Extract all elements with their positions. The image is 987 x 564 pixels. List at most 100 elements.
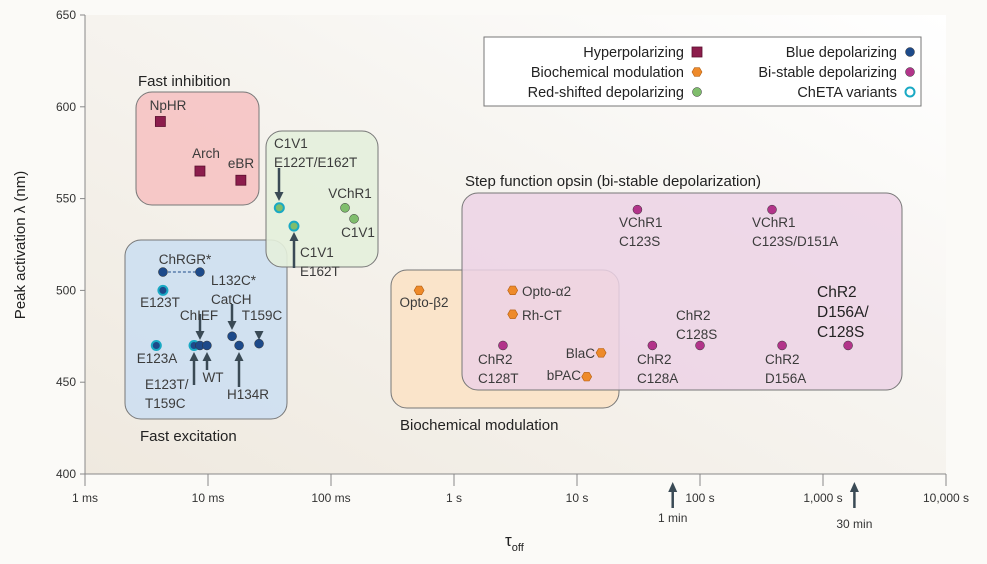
point-label: H134R [227, 387, 269, 402]
point-label: BlaC [566, 346, 596, 361]
region-label: Fast inhibition [138, 73, 231, 90]
data-point-bpac [581, 372, 593, 382]
legend-label: Bi-stable depolarizing [758, 65, 897, 81]
point-label: VChR1 [619, 215, 663, 230]
annotation-arrow-head [189, 352, 199, 361]
point-label: VChR1 [752, 215, 796, 230]
region-label: Step function opsin (bi-stable depolariz… [465, 173, 761, 190]
data-point-t159c [254, 338, 264, 349]
legend-box [483, 36, 922, 107]
y-tick-label: 550 [56, 192, 76, 206]
point-label: E123T [140, 295, 180, 310]
point-label: E122T/E162T [274, 155, 357, 170]
point-label: C123S [619, 234, 660, 249]
legend-marker-bistable [905, 67, 915, 77]
x-tick-label: 1,000 s [803, 491, 842, 505]
point-label: Arch [192, 146, 220, 161]
point-label: E162T [300, 264, 340, 279]
region-label: Fast excitation [140, 428, 237, 445]
x-axis-label-main: τ [505, 531, 512, 550]
data-point-e123t [157, 284, 169, 296]
point-label: C128T [478, 371, 519, 386]
legend-label: Blue depolarizing [786, 45, 897, 61]
point-label: C1V1 [341, 225, 375, 240]
x-tick-label: 1 ms [72, 491, 98, 505]
data-point-vchr1-c123s [632, 204, 643, 215]
time-marker-arrow-head [849, 482, 859, 492]
data-point-e123a [150, 339, 162, 351]
legend-label: ChETA variants [797, 85, 897, 101]
time-marker-label: 1 min [658, 511, 687, 525]
point-label: L132C* [211, 273, 257, 288]
data-point-chrgr- [158, 267, 168, 277]
data-point-vchr1-c123s-d151a [767, 204, 777, 215]
point-label: C128A [637, 371, 678, 386]
data-point-chrgr-end [195, 267, 205, 277]
point-label: C123S/D151A [752, 234, 838, 249]
point-label: E123T/ [145, 377, 189, 392]
x-axis-label-sub: off [512, 542, 525, 554]
region-label: Biochemical modulation [400, 417, 558, 434]
point-label: E123A [137, 351, 178, 366]
data-point-c1v1 [349, 214, 359, 224]
region-box-3 [124, 239, 288, 420]
legend-label: Red-shifted depolarizing [528, 85, 684, 101]
time-marker-label: 30 min [836, 517, 872, 531]
data-point-wt [202, 340, 212, 351]
data-point-vchr1 [340, 203, 350, 213]
x-tick-label: 10 ms [192, 491, 225, 505]
x-tick-label: 10 s [566, 491, 589, 505]
point-label: ChR2 [765, 352, 800, 367]
point-label: C1V1 [274, 136, 308, 151]
point-label: ChR2 [817, 284, 857, 301]
x-axis-label: τoff [505, 531, 525, 554]
point-label: ChRGR* [159, 252, 212, 267]
y-tick-label: 400 [56, 467, 76, 481]
data-point-opto-2 [507, 285, 519, 295]
y-tick-label: 600 [56, 100, 76, 114]
x-tick-label: 100 ms [311, 491, 350, 505]
y-tick-label: 450 [56, 375, 76, 389]
data-point-chr2-c128a [647, 340, 658, 351]
data-point-l132c-catch [227, 331, 237, 342]
point-label: C128S [817, 324, 864, 341]
legend-marker-cheta [904, 86, 916, 98]
legend-marker-red [692, 87, 702, 97]
x-tick-label: 10,000 s [923, 491, 969, 505]
point-label: bPAC [547, 368, 582, 383]
annotation-arrow-head [195, 331, 205, 340]
data-point-chr2-c128t [498, 340, 508, 351]
point-label: T159C [242, 308, 283, 323]
data-point-opto-2 [413, 285, 425, 295]
y-tick-label: 650 [56, 8, 76, 22]
point-label: ChR2 [676, 308, 711, 323]
point-label: D156A [765, 371, 806, 386]
region-box-1 [461, 192, 903, 391]
point-label: WT [203, 370, 224, 385]
point-label: C1V1 [300, 245, 334, 260]
legend-label: Hyperpolarizing [583, 45, 684, 61]
region-box-0 [135, 91, 260, 206]
data-point-ebr [235, 174, 247, 186]
data-point-nphr [154, 116, 166, 127]
point-label: VChR1 [328, 186, 372, 201]
point-label: Rh-CT [522, 308, 562, 323]
annotation-arrow-head [289, 232, 299, 241]
annotation-arrow-head [234, 352, 244, 361]
point-label: NpHR [150, 98, 187, 113]
annotation-arrow-head [254, 331, 264, 340]
data-point-c1v1-e162t [288, 220, 300, 232]
data-point-rh-ct [507, 309, 519, 319]
legend-marker-biochem [691, 67, 703, 77]
legend-label: Biochemical modulation [531, 65, 684, 81]
annotation-arrow-head [202, 352, 212, 361]
y-tick-label: 500 [56, 283, 76, 297]
data-point-c1v1-e122t-e162t [273, 202, 285, 214]
point-label: ChIEF [180, 308, 218, 323]
data-point-chr2-c128s [695, 340, 705, 351]
point-label: ChR2 [637, 352, 672, 367]
legend-marker-hyper [691, 46, 703, 58]
point-label: Opto-α2 [522, 284, 571, 299]
x-tick-label: 1 s [446, 491, 462, 505]
